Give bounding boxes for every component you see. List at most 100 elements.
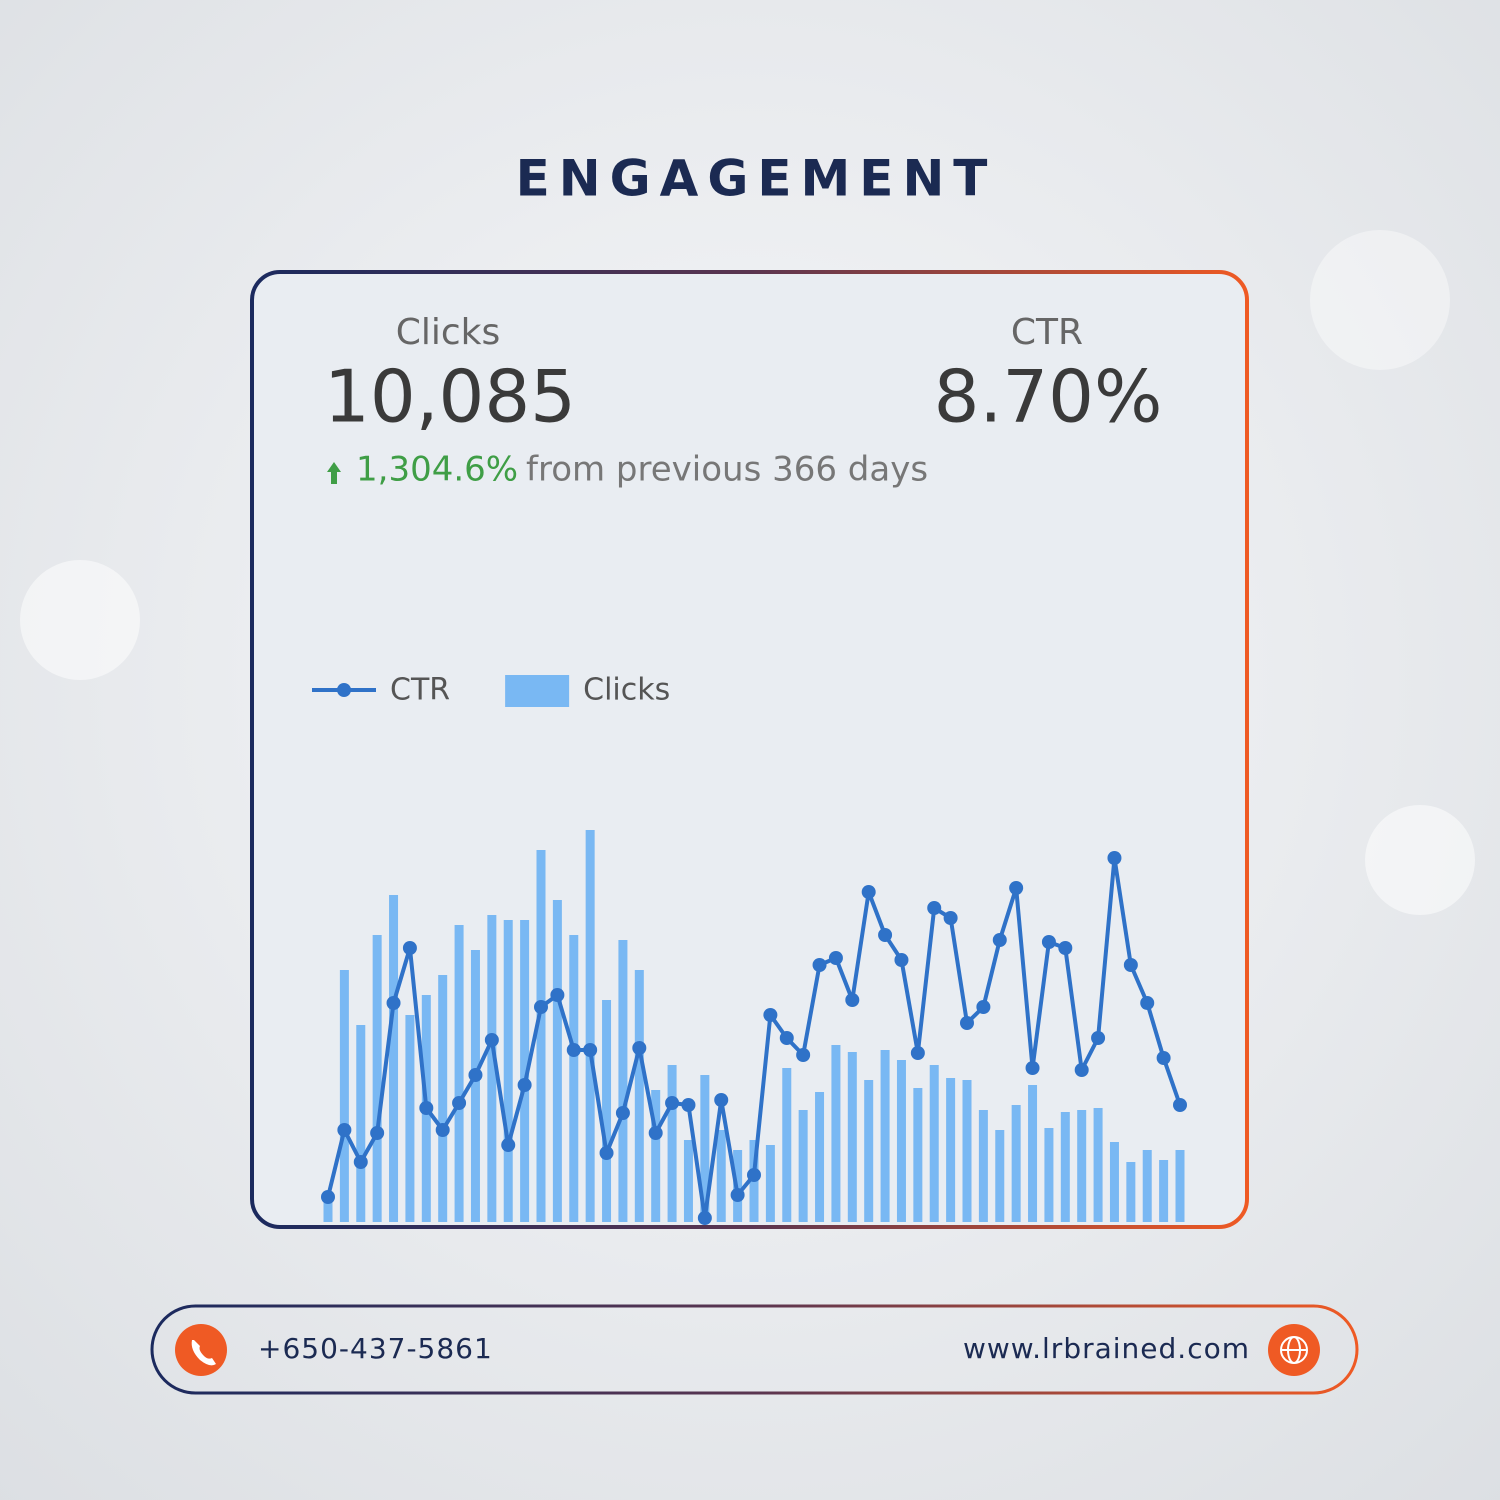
ctr-point <box>632 1041 647 1055</box>
bar <box>864 1080 874 1222</box>
ctr-point <box>910 1046 925 1060</box>
bar <box>847 1052 857 1222</box>
bar <box>995 1130 1005 1222</box>
bar <box>1142 1150 1152 1222</box>
bar <box>323 1195 333 1222</box>
ctr-point <box>861 885 876 899</box>
bar <box>815 1092 825 1222</box>
bar <box>667 1065 677 1222</box>
ctr-point <box>828 951 843 965</box>
ctr-point <box>501 1138 516 1152</box>
bar <box>372 935 382 1222</box>
bar <box>487 915 497 1222</box>
metric-label: Clicks <box>396 312 501 353</box>
bar <box>585 830 595 1222</box>
bar <box>880 1050 890 1222</box>
ctr-point <box>321 1190 335 1204</box>
bar <box>470 950 480 1222</box>
ctr-point <box>665 1096 680 1110</box>
bokeh <box>1365 805 1475 915</box>
bar <box>962 1080 972 1222</box>
phone: +650-437-5861 <box>258 1332 493 1365</box>
bar <box>1077 1110 1087 1222</box>
bar <box>536 850 546 1222</box>
bar <box>389 895 399 1222</box>
metric-value: 10,085 <box>324 355 576 439</box>
ctr-point <box>714 1093 729 1107</box>
bar <box>683 1140 693 1222</box>
bar <box>1126 1162 1136 1222</box>
ctr-point <box>484 1033 499 1047</box>
ctr-point <box>1140 996 1155 1010</box>
ctr-point <box>566 1043 581 1057</box>
ctr-point <box>517 1078 532 1092</box>
ctr-point <box>550 988 565 1002</box>
bokeh <box>20 560 140 680</box>
metric-value: 8.70% <box>934 355 1163 439</box>
bar <box>552 900 562 1222</box>
ctr-point <box>1058 941 1073 955</box>
ctr-point <box>960 1016 974 1030</box>
ctr-point <box>992 933 1007 947</box>
bar <box>1159 1160 1169 1222</box>
legend-label: CTR <box>390 673 450 708</box>
ctr-point <box>763 1008 778 1022</box>
bar <box>978 1110 988 1222</box>
ctr-point <box>681 1098 696 1112</box>
bar <box>798 1110 808 1222</box>
ctr-point <box>697 1211 712 1225</box>
ctr-point <box>370 1126 385 1140</box>
ctr-point <box>386 996 401 1010</box>
ctr-point <box>747 1168 761 1182</box>
ctr-point <box>812 958 827 972</box>
plot <box>321 830 1187 1225</box>
legend-label: Clicks <box>583 673 670 708</box>
bar <box>651 1090 661 1222</box>
ctr-point <box>730 1188 745 1202</box>
legend-swatch <box>505 675 570 707</box>
bar <box>503 920 513 1222</box>
bar <box>339 970 349 1222</box>
bar <box>618 940 628 1222</box>
ctr-point <box>1107 851 1122 865</box>
globe-glyph <box>1280 1336 1308 1364</box>
bar <box>913 1088 923 1222</box>
bar <box>765 1145 775 1222</box>
ctr-point <box>894 953 909 967</box>
ctr-point <box>599 1146 614 1160</box>
ctr-point <box>1091 1031 1106 1045</box>
ctr-point <box>1156 1051 1171 1065</box>
phone-glyph <box>191 1340 216 1366</box>
ctr-point <box>435 1123 450 1137</box>
bar <box>700 1075 710 1222</box>
ctr-point <box>402 941 417 955</box>
bar <box>1175 1150 1185 1222</box>
legend: CTR Clicks <box>312 673 670 708</box>
ctr-point <box>337 1123 352 1137</box>
bar <box>454 925 464 1222</box>
ctr-point <box>1009 881 1024 895</box>
bar <box>1093 1108 1103 1222</box>
bar <box>1028 1085 1038 1222</box>
bar <box>405 1015 415 1222</box>
bar <box>520 920 530 1222</box>
ctr-point <box>943 911 958 925</box>
website: www.lrbrained.com <box>963 1332 1250 1365</box>
ctr-point <box>1173 1098 1187 1112</box>
ctr-point <box>583 1043 598 1057</box>
metric-change-text: from previous 366 days <box>526 450 928 490</box>
ctr-point <box>353 1155 368 1169</box>
bar <box>831 1045 841 1222</box>
bar <box>569 935 579 1222</box>
metric-label: CTR <box>1011 312 1083 353</box>
bar <box>438 975 448 1222</box>
ctr-point <box>452 1096 467 1110</box>
bokeh <box>1310 230 1450 370</box>
footer-pill <box>150 1304 1359 1395</box>
ctr-point <box>976 1000 991 1014</box>
legend-swatch <box>337 683 351 697</box>
card <box>250 270 1249 1229</box>
ctr-point <box>419 1101 434 1115</box>
